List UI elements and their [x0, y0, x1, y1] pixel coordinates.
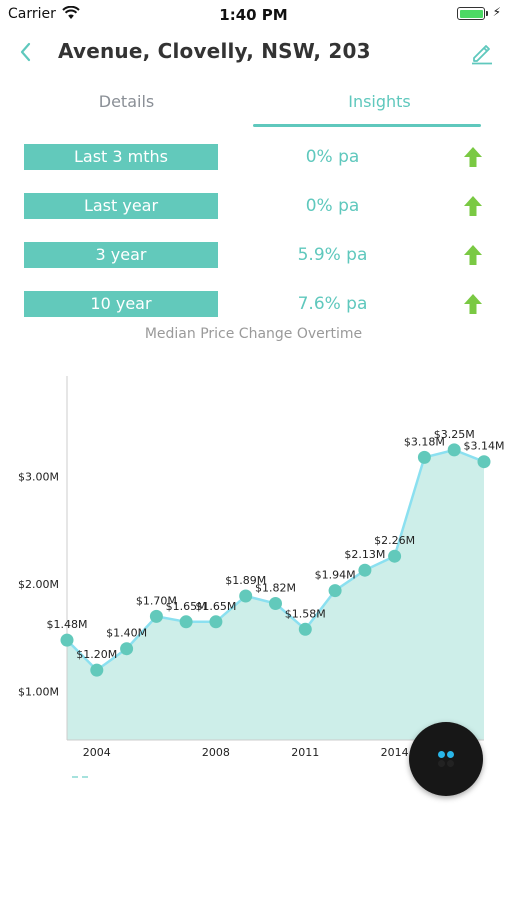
data-point [358, 563, 372, 577]
data-label: $1.48M [47, 618, 88, 631]
data-label: $1.94M [315, 569, 356, 582]
arrow-up-icon [464, 147, 482, 167]
chevron-left-icon [20, 42, 31, 62]
data-point [209, 615, 223, 629]
charging-bolt-icon: ⚡ [492, 5, 501, 19]
stat-label: 10 year [24, 291, 218, 317]
carrier-label: Carrier [8, 6, 56, 22]
y-tick-label: $2.00M [18, 578, 59, 591]
battery-icon [457, 7, 485, 20]
stat-row-last-3-mths: Last 3 mths 0% pa [0, 144, 507, 172]
back-button[interactable] [14, 38, 38, 66]
data-point [477, 455, 491, 469]
data-label: $1.65M [195, 600, 236, 613]
dots-icon [438, 760, 445, 767]
chart-caption: Median Price Change Overtime [144, 326, 363, 342]
data-label: $2.26M [374, 534, 415, 547]
data-point [149, 609, 163, 623]
data-point [328, 584, 342, 598]
stat-label: 3 year [24, 242, 218, 268]
stat-label: Last year [24, 193, 218, 219]
arrow-up-icon [464, 196, 482, 216]
menu-fab-button[interactable] [409, 722, 483, 796]
x-tick-label: 2008 [202, 746, 230, 759]
data-point [417, 450, 431, 464]
tab-bar: Details Insights [0, 86, 507, 132]
data-label: $3.14M [464, 440, 505, 453]
tab-details[interactable]: Details [98, 92, 155, 111]
x-tick-label: 2011 [291, 746, 319, 759]
dots-icon [438, 751, 445, 758]
data-label: $1.20M [76, 648, 117, 661]
data-label: $1.40M [106, 627, 147, 640]
arrow-up-icon [464, 245, 482, 265]
dots-icon [447, 760, 454, 767]
data-point [60, 633, 74, 647]
nav-bar: Avenue, Clovelly, NSW, 203 [0, 30, 507, 74]
data-point [90, 663, 104, 677]
stat-label: Last 3 mths [24, 144, 218, 170]
battery-cap [486, 11, 488, 16]
arrow-up-icon [464, 294, 482, 314]
battery-fill [459, 9, 483, 18]
stat-value: 0% pa [305, 196, 360, 216]
data-point [269, 597, 282, 610]
page-title: Avenue, Clovelly, NSW, 203 [58, 39, 371, 63]
data-label: $2.13M [344, 548, 385, 561]
data-label: $1.65M [166, 600, 207, 613]
price-chart: $1.00M $2.00M $3.00M 2004 2008 2011 2014 $1.48M… [18, 376, 505, 759]
data-label: $3.18M [404, 435, 445, 448]
data-label: $1.70M [136, 594, 177, 607]
edit-button[interactable] [469, 39, 495, 65]
dots-icon [447, 751, 454, 758]
stat-value: 0% pa [305, 147, 360, 167]
data-label: $1.58M [285, 607, 326, 620]
x-tick-label: 2014 [381, 746, 409, 759]
status-bar: Carrier 1:40 PM ⚡ [0, 0, 507, 28]
legend-marker [72, 776, 88, 778]
area-fill [67, 449, 484, 740]
data-point [239, 589, 253, 603]
stat-value: 5.9% pa [297, 245, 368, 265]
pencil-icon [472, 45, 492, 65]
y-tick-label: $1.00M [18, 686, 59, 699]
clock: 1:40 PM [219, 6, 288, 24]
data-point [298, 622, 312, 636]
wifi-icon [62, 6, 80, 19]
data-point [179, 615, 193, 629]
active-tab-indicator [253, 124, 481, 127]
data-point [120, 642, 134, 656]
data-label: $1.82M [255, 582, 296, 595]
y-tick-label: $3.00M [18, 471, 59, 484]
data-label: $3.25M [434, 428, 475, 441]
data-label: $1.89M [225, 574, 266, 587]
data-point [447, 443, 461, 457]
stat-value: 7.6% pa [297, 294, 368, 314]
stat-row-10-year: 10 year 7.6% pa [0, 291, 507, 319]
stat-row-last-year: Last year 0% pa [0, 193, 507, 221]
x-tick-label: 2004 [83, 746, 111, 759]
stat-row-3-year: 3 year 5.9% pa [0, 242, 507, 270]
tab-insights[interactable]: Insights [348, 92, 411, 111]
data-point [388, 549, 402, 563]
